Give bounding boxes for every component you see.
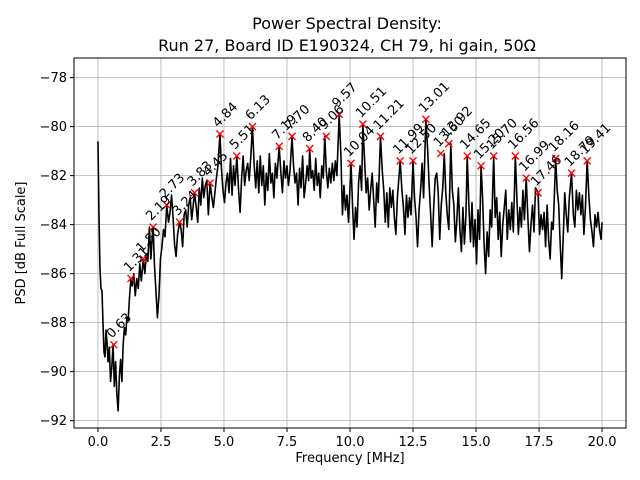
peak-marker: [444, 139, 453, 148]
peak-label: 4.84: [210, 100, 241, 131]
peak-marker: [396, 156, 405, 165]
peak-label: 0.63: [104, 310, 135, 341]
x-tick-label: 2.5: [151, 435, 172, 450]
peak-marker: [463, 152, 472, 161]
peak-labels: 0.631.311.802.192.733.243.834.454.845.51…: [104, 79, 614, 341]
peak-marker: [149, 223, 158, 232]
psd-series: [97, 113, 603, 412]
peak-marker: [275, 142, 284, 151]
x-tick-label: 0.0: [88, 435, 109, 450]
x-tick-label: 17.5: [525, 435, 554, 450]
psd-line: [97, 113, 603, 412]
peak-marker: [477, 161, 486, 170]
x-tick-label: 20.0: [588, 435, 617, 450]
peak-marker: [409, 156, 418, 165]
y-tick-label: −80: [40, 120, 67, 135]
peak-marker: [190, 188, 199, 197]
peak-marker: [305, 144, 314, 153]
x-tick-label: 10.0: [336, 435, 365, 450]
peak-marker: [358, 120, 367, 129]
y-tick-label: −78: [40, 71, 67, 86]
y-tick-label: −92: [40, 414, 67, 429]
y-tick-label: −82: [40, 169, 67, 184]
peak-markers: [109, 110, 592, 349]
y-tick-label: −88: [40, 316, 67, 331]
x-tick-label: 5.0: [214, 435, 235, 450]
peak-marker: [511, 152, 520, 161]
peak-marker: [109, 340, 118, 349]
peak-marker: [232, 152, 241, 161]
peak-marker: [551, 154, 560, 163]
peak-marker: [335, 110, 344, 119]
x-tick-label: 12.5: [399, 435, 428, 450]
x-tick-label: 7.5: [277, 435, 298, 450]
peak-marker: [421, 115, 430, 124]
x-axis-ticks: 0.0 2.5 5.0 7.5 10.0 12.5 15.0 17.5 20.0: [88, 428, 617, 450]
peak-marker: [436, 149, 445, 158]
peak-marker: [175, 218, 184, 227]
peak-label: 10.04: [341, 123, 378, 160]
peak-marker: [162, 201, 171, 210]
y-tick-label: −86: [40, 267, 67, 282]
y-tick-label: −90: [40, 365, 67, 380]
peak-marker: [583, 156, 592, 165]
peak-marker: [489, 152, 498, 161]
chart-subtitle: Run 27, Board ID E190324, CH 79, hi gain…: [158, 36, 536, 55]
x-tick-label: 15.0: [462, 435, 491, 450]
peak-marker: [288, 132, 297, 141]
peak-marker: [126, 274, 135, 283]
peak-marker: [534, 188, 543, 197]
peak-marker: [206, 178, 215, 187]
peak-marker: [522, 174, 531, 183]
y-tick-label: −84: [40, 218, 67, 233]
peak-marker: [139, 254, 148, 263]
peak-marker: [322, 132, 331, 141]
peak-marker: [215, 129, 224, 138]
y-axis-ticks: −92 −90 −88 −86 −84 −82 −80 −78: [40, 71, 74, 429]
peak-marker: [376, 132, 385, 141]
y-axis-label: PSD [dB Full Scale]: [14, 181, 29, 304]
peak-marker: [567, 169, 576, 178]
peak-marker: [347, 159, 356, 168]
peak-marker: [248, 122, 257, 131]
chart-title: Power Spectral Density:: [252, 14, 442, 33]
x-axis-label: Frequency [MHz]: [295, 451, 404, 466]
peak-label: 13.01: [416, 79, 453, 116]
peak-label: 6.13: [243, 92, 274, 123]
